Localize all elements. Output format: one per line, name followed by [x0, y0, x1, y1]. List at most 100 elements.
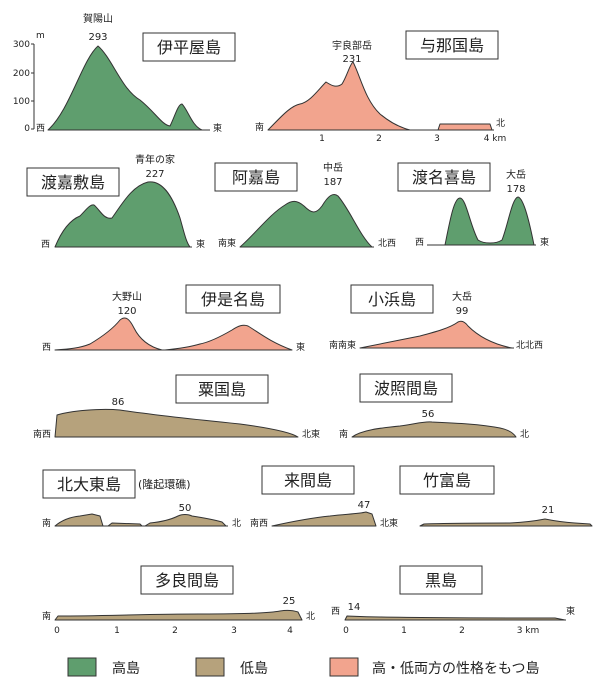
legend: 高島 低島 高・低両方の性格をもつ島: [67, 657, 539, 677]
dir-right-aka: 北西: [378, 238, 396, 249]
peak-name-kohama: 大岳: [452, 290, 472, 303]
terrain-profile-low: [419, 518, 593, 527]
dir-left-hateruma: 南: [339, 428, 348, 440]
island-name-kohama: 小浜島: [368, 290, 416, 309]
island-name-kurima: 来間島: [284, 471, 332, 490]
peak-name-aka: 中岳: [323, 161, 343, 174]
x-tick-1-bottom: 1: [114, 626, 120, 636]
dir-right-kohama: 北北西: [516, 340, 543, 351]
profile-kuroshima: 黒島 14 西 東 0 1 2 3 km: [331, 565, 575, 636]
x-tick-2-bottom: 2: [172, 626, 178, 636]
x-tick-3-kuro: 3 km: [517, 626, 540, 636]
peak-elev-iheya: 293: [88, 32, 107, 43]
x-tick-1-kuro: 1: [401, 626, 407, 636]
island-name-iheya: 伊平屋島: [157, 38, 221, 57]
dir-right-tonaki: 東: [540, 236, 549, 248]
peak-name-tonaki: 大岳: [506, 168, 526, 181]
terrain-profile-high: [47, 45, 203, 131]
peak-elev-tarama: 25: [283, 596, 296, 607]
dir-left-kuroshima: 西: [331, 606, 340, 617]
profile-aguni: 粟国島 86 南西 北東: [33, 374, 320, 440]
profile-kitadaito: 北大東島 (隆起環礁) 50 南 北: [42, 469, 241, 529]
peak-elev-kuroshima: 14: [348, 602, 361, 613]
peak-name-iheya: 賀陽山: [83, 13, 113, 25]
terrain-profile-low: [144, 514, 227, 527]
peak-elev-kohama: 99: [456, 306, 469, 317]
terrain-profile-high: [239, 193, 373, 248]
dir-left-izena: 西: [42, 342, 51, 353]
peak-elev-hateruma: 56: [422, 409, 435, 420]
terrain-profile-low: [351, 421, 517, 438]
legend-swatch-mixed: [329, 657, 359, 677]
peak-elev-kitadaito: 50: [179, 503, 192, 514]
dir-left-kurima: 南西: [250, 517, 268, 529]
terrain-profile-low: [54, 408, 299, 438]
profile-yonaguni: 与那国島 宇良部岳 231 南 北 1 2 3 4 km: [255, 30, 507, 144]
peak-name-izena: 大野山: [112, 290, 142, 303]
terrain-profile-mixed: [267, 61, 411, 131]
terrain-profile-low: [54, 513, 104, 527]
profile-aka: 阿嘉島 中岳 187 南東 北西: [214, 161, 396, 249]
terrain-profile-mixed: [359, 320, 513, 349]
terrain-profile-low: [344, 615, 566, 621]
legend-label-mixed: 高・低両方の性格をもつ島: [372, 660, 539, 677]
profile-tarama: 多良間島 25 南 北 0 1 2 3 0 4: [42, 565, 315, 636]
island-name-aka: 阿嘉島: [232, 168, 280, 187]
profile-kohama: 小浜島 大岳 99 南南東 北北西: [329, 284, 543, 351]
legend-swatch-high: [67, 657, 97, 677]
dir-right-kitadaito: 北: [232, 518, 241, 529]
dir-right-hateruma: 北: [520, 429, 529, 440]
dir-left-kohama: 南南東: [329, 339, 356, 351]
dir-right-iheya: 東: [213, 122, 222, 134]
y-tick-100: 100: [13, 97, 30, 107]
x-tick-0-kuro: 0: [343, 626, 349, 636]
terrain-profile-high: [54, 181, 191, 248]
peak-elev-yonaguni: 231: [342, 54, 361, 65]
y-tick-200: 200: [13, 69, 30, 79]
terrain-profile-low: [271, 511, 377, 527]
profile-tokashiki: 渡嘉敷島 青年の家 227 西 東: [26, 153, 205, 250]
profile-tonaki: 渡名喜島 大岳 178 西 東: [397, 162, 549, 248]
terrain-profile-mixed: [54, 317, 163, 351]
dir-right-tokashiki: 東: [196, 238, 205, 250]
legend-label-low: 低島: [240, 661, 268, 677]
island-note-kitadaito: (隆起環礁): [138, 477, 191, 491]
x-tick-0-bottom: 0: [54, 626, 60, 636]
peak-name-yonaguni: 宇良部岳: [332, 39, 372, 52]
island-name-kuroshima: 黒島: [425, 571, 457, 590]
dir-left-aka: 南東: [218, 237, 236, 249]
dir-right-izena: 東: [296, 341, 305, 353]
y-unit: m: [36, 31, 45, 41]
terrain-profile-mixed: [437, 123, 493, 131]
island-name-aguni: 粟国島: [198, 380, 246, 399]
dir-left-yonaguni: 南: [255, 121, 264, 133]
dir-right-yonaguni: 北: [496, 118, 505, 129]
elevation-scale: m 0 100 200 300: [13, 31, 45, 134]
dir-right-kurima: 北東: [380, 517, 398, 529]
legend-label-high: 高島: [112, 660, 140, 677]
x-tick-4-top: 4 km: [484, 134, 507, 144]
peak-elev-aka: 187: [323, 177, 342, 188]
peak-elev-tonaki: 178: [506, 184, 525, 195]
profile-taketomi: 竹富島 21: [399, 465, 593, 527]
profile-iheya: 伊平屋島 賀陽山 293 西 東: [36, 13, 236, 134]
dir-left-iheya: 西: [36, 123, 45, 134]
dir-left-tarama: 南: [42, 610, 51, 622]
dir-right-aguni: 北東: [302, 428, 320, 440]
dir-left-kitadaito: 南: [42, 517, 51, 529]
island-name-hateruma: 波照間島: [374, 379, 438, 398]
x-tick-3-top: 3: [434, 134, 440, 144]
peak-elev-taketomi: 21: [542, 505, 555, 516]
dir-right-kuroshima: 東: [566, 605, 575, 617]
terrain-profile-high: [444, 196, 535, 246]
island-name-tokashiki: 渡嘉敷島: [41, 173, 105, 192]
profile-hateruma: 波照間島 56 南 北: [339, 373, 529, 440]
island-name-kitadaito: 北大東島: [57, 475, 121, 494]
peak-elev-izena: 120: [117, 306, 136, 317]
profile-izena: 伊是名島 大野山 120 西 東: [42, 284, 305, 353]
peak-elev-aguni: 86: [112, 397, 125, 408]
island-name-yonaguni: 与那国島: [420, 36, 484, 55]
legend-swatch-low: [195, 657, 225, 677]
x-tick-4-bottom-label: 4: [287, 626, 293, 636]
